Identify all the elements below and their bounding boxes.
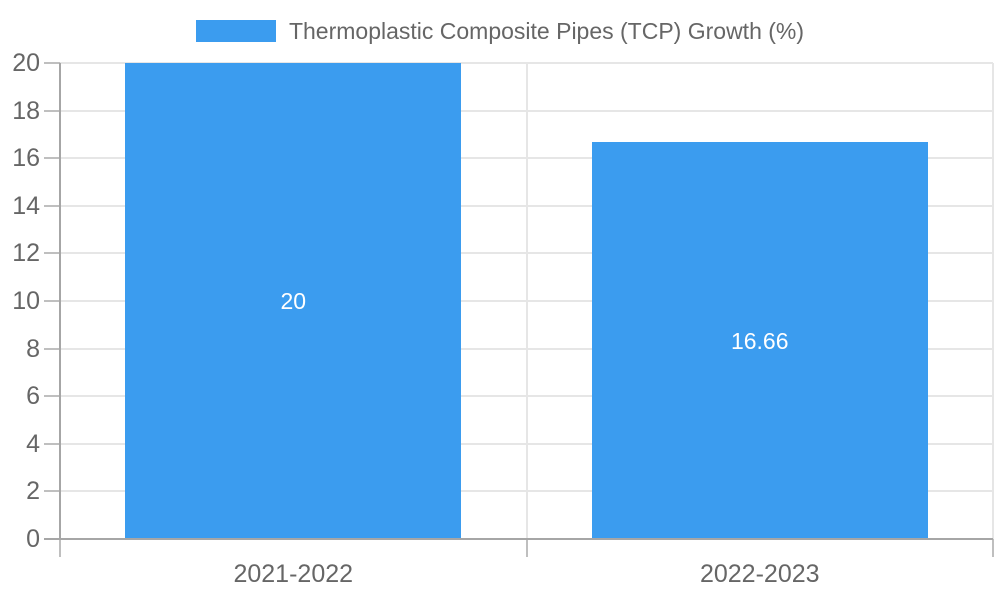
- y-axis-tick-label: 10: [12, 287, 40, 315]
- legend-swatch-icon: [195, 20, 276, 42]
- y-axis-tick-label: 14: [12, 191, 40, 220]
- y-axis-tick: [44, 347, 60, 350]
- v-gridline: [992, 63, 994, 539]
- y-axis-tick: [44, 490, 60, 493]
- y-axis-tick: [44, 395, 60, 398]
- y-axis-tick: [44, 157, 60, 160]
- x-axis-tick-label: 2021-2022: [233, 560, 354, 588]
- x-axis-tick-label: 2022-2023: [699, 560, 820, 588]
- y-axis-tick-label: 18: [12, 96, 40, 125]
- bar-value-label: 16.66: [730, 327, 789, 354]
- v-gridline: [525, 63, 528, 539]
- y-axis-tick-label: 2: [26, 477, 40, 506]
- legend-label: Thermoplastic Composite Pipes (TCP) Grow…: [288, 18, 805, 44]
- y-axis-tick-label: 20: [12, 49, 40, 77]
- x-axis-line: [44, 538, 993, 540]
- y-axis-tick: [44, 442, 60, 445]
- y-axis-tick-label: 4: [26, 429, 40, 458]
- y-axis-tick: [44, 300, 60, 302]
- x-axis-tick: [525, 539, 528, 557]
- y-axis-line: [59, 63, 61, 539]
- bar: [125, 63, 462, 539]
- y-axis-tick-label: 8: [26, 334, 40, 363]
- y-axis-tick-label: 12: [12, 239, 40, 268]
- y-axis-tick: [44, 109, 60, 112]
- legend: Thermoplastic Composite Pipes (TCP) Grow…: [0, 17, 1000, 45]
- y-axis-tick-label: 0: [26, 525, 40, 553]
- y-axis-tick-label: 16: [12, 144, 40, 173]
- y-axis-tick-label: 6: [26, 382, 40, 411]
- bar: [591, 142, 928, 539]
- y-axis-tick: [44, 252, 60, 255]
- x-axis-tick: [992, 539, 994, 557]
- bar-value-label: 20: [280, 288, 307, 314]
- y-axis-tick: [44, 204, 60, 207]
- y-axis-tick: [44, 62, 60, 64]
- x-axis-tick: [59, 539, 61, 557]
